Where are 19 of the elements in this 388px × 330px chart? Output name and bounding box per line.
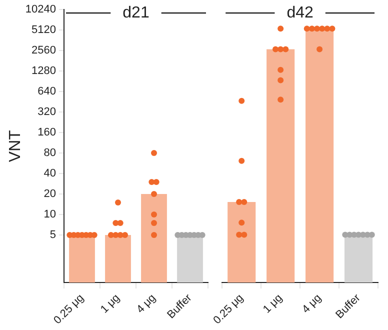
y-tick-label: 320 xyxy=(38,106,56,118)
y-tick-label: 160 xyxy=(38,126,56,139)
y-tick-label: 10 xyxy=(44,208,56,221)
y-tick-label: 20 xyxy=(44,188,56,200)
y-tick-label: 640 xyxy=(38,86,56,98)
y-tick-label: 40 xyxy=(44,168,56,180)
y-tick-label: 2560 xyxy=(32,44,56,57)
y-tick-label: 5 xyxy=(50,229,56,242)
x-tick-label: 4 μg xyxy=(134,292,158,316)
x-tick-label: 4 μg xyxy=(300,292,324,316)
y-tick-label: 5120 xyxy=(32,24,56,36)
chart-title: d21 xyxy=(122,4,150,22)
x-tick-label: 1 μg xyxy=(261,292,285,316)
y-tick-label: 80 xyxy=(44,147,56,160)
y-tick-label: 1280 xyxy=(32,65,56,78)
y-tick-label: 10240 xyxy=(25,4,56,16)
chart-title: d42 xyxy=(286,4,314,22)
y-axis-title: VNT xyxy=(7,130,24,162)
x-tick-label: 1 μg xyxy=(98,292,122,316)
